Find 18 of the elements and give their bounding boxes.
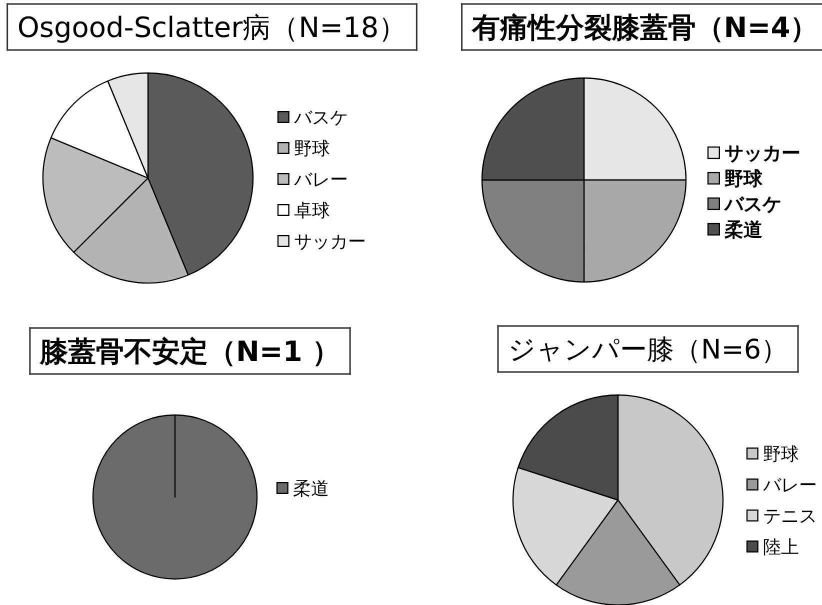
title: 有痛性分裂膝蓋骨（N=4） (472, 11, 818, 44)
legend-label: バスケ (294, 107, 348, 128)
title: 膝蓋骨不安定（N=1 ） (40, 335, 340, 368)
legend-label: 柔道 (724, 219, 762, 242)
title: Osgood-Sclatter病（N=18） (17, 11, 407, 44)
legend-label: バスケ (724, 194, 782, 216)
legend-label: 野球 (762, 444, 799, 465)
legend-label: テニス (762, 506, 817, 527)
legend-label: サッカー (724, 142, 800, 165)
legend-label: バレー (762, 474, 817, 496)
legend-label: 卓球 (294, 200, 330, 222)
legend-label: 柔道 (292, 478, 329, 500)
legend-label: 野球 (724, 168, 762, 190)
legend-label: 陸上 (762, 536, 799, 558)
legend-label: サッカー (294, 231, 366, 252)
legend-label: バレー (294, 169, 348, 190)
legend-label: 野球 (294, 138, 330, 160)
title: ジャンパー膝（N=6） (508, 334, 788, 366)
